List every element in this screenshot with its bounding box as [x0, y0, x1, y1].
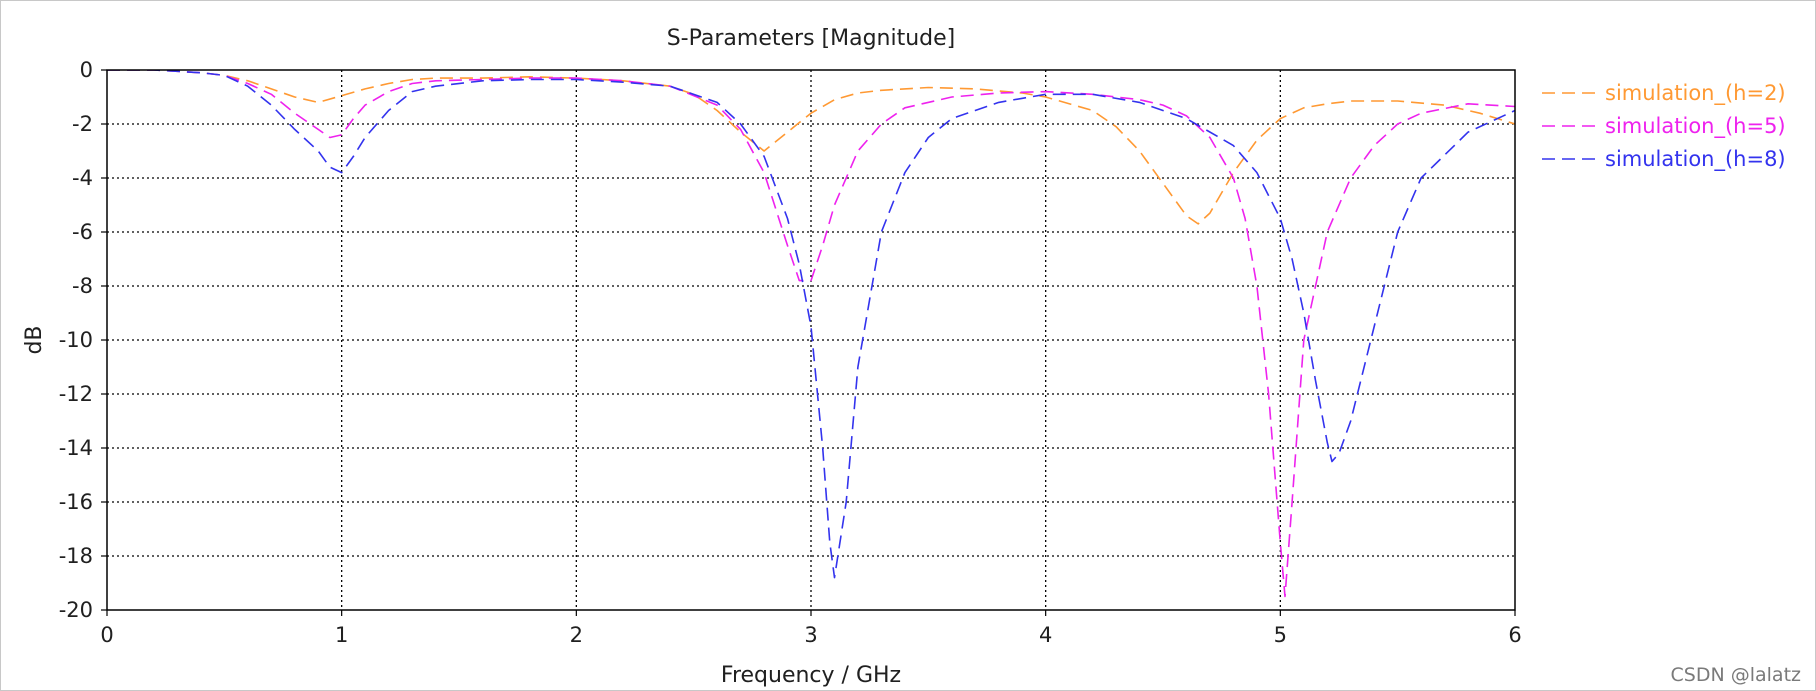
y-tick-label: -4 — [72, 166, 93, 190]
y-tick-label: -16 — [59, 490, 93, 514]
x-tick-label: 5 — [1274, 623, 1287, 647]
x-tick-labels: 0 1 2 3 4 5 6 — [100, 610, 1522, 647]
x-tick-label: 2 — [570, 623, 583, 647]
y-tick-label: -2 — [72, 112, 93, 136]
series-line-2 — [107, 70, 1515, 598]
y-axis-label: dB — [22, 325, 47, 354]
legend-item-1[interactable]: simulation_(h=2) — [1542, 81, 1786, 106]
legend-item-3[interactable]: simulation_(h=8) — [1542, 147, 1786, 172]
y-tick-label: -10 — [59, 328, 93, 352]
y-tick-label: 0 — [80, 58, 93, 82]
series-line-3 — [107, 70, 1515, 579]
legend[interactable]: simulation_(h=2) simulation_(h=5) simulati… — [1542, 81, 1786, 172]
legend-label: simulation_(h=8) — [1605, 147, 1786, 172]
y-tick-label: -18 — [59, 544, 93, 568]
y-tick-label: -8 — [72, 274, 93, 298]
legend-label: simulation_(h=5) — [1605, 114, 1786, 139]
y-tick-label: -12 — [59, 382, 93, 406]
x-tick-label: 6 — [1508, 623, 1521, 647]
watermark: CSDN @lalatz — [1671, 664, 1802, 686]
grid-lines — [107, 70, 1515, 610]
series-layer — [107, 70, 1515, 598]
x-tick-label: 3 — [804, 623, 817, 647]
chart-title: S-Parameters [Magnitude] — [667, 26, 956, 51]
legend-label: simulation_(h=2) — [1605, 81, 1786, 106]
x-tick-label: 4 — [1039, 623, 1052, 647]
y-tick-label: -14 — [59, 436, 93, 460]
x-axis-label: Frequency / GHz — [721, 663, 901, 688]
x-tick-label: 1 — [335, 623, 348, 647]
y-tick-labels: 0 -2 -4 -6 -8 -10 -12 -14 -16 -18 -20 — [59, 58, 107, 622]
y-tick-label: -6 — [72, 220, 93, 244]
y-tick-label: -20 — [59, 598, 93, 622]
x-tick-label: 0 — [100, 623, 113, 647]
legend-item-2[interactable]: simulation_(h=5) — [1542, 114, 1786, 139]
